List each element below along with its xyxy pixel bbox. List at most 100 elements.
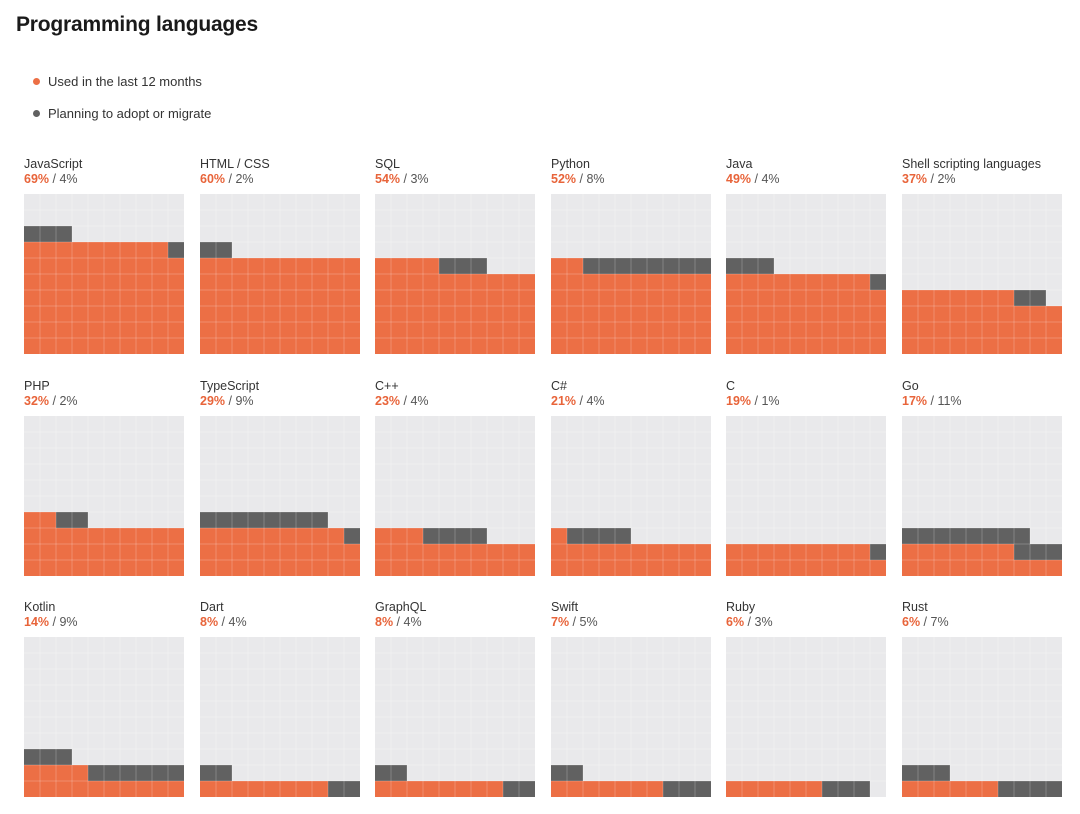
used-cell [902, 560, 918, 576]
waffle-gridlines [551, 416, 711, 576]
used-cell [982, 322, 998, 338]
used-cell [407, 544, 423, 560]
used-cell [663, 306, 679, 322]
chart-card-swift: Swift 7% / 5% [551, 600, 711, 797]
used-cell [56, 560, 72, 576]
used-cell [312, 274, 328, 290]
used-cell [232, 290, 248, 306]
planning-cell [264, 512, 280, 528]
used-cell [104, 544, 120, 560]
waffle-gridlines [726, 416, 886, 576]
used-cell [551, 258, 567, 274]
used-cell [679, 274, 695, 290]
used-value-label: 54% [375, 172, 401, 186]
used-cell [519, 274, 535, 290]
used-cell [950, 560, 966, 576]
used-cell [120, 322, 136, 338]
used-cell [982, 544, 998, 560]
waffle-chart [902, 194, 1062, 354]
used-cell [822, 306, 838, 322]
used-cell [152, 322, 168, 338]
planning-cell [583, 528, 599, 544]
used-cell [56, 242, 72, 258]
used-cell [918, 544, 934, 560]
used-cell [423, 544, 439, 560]
used-cell [280, 781, 296, 797]
planning-cell [918, 765, 934, 781]
used-cell [280, 322, 296, 338]
waffle-gridlines [24, 637, 184, 797]
used-cell [471, 274, 487, 290]
used-cell [455, 781, 471, 797]
used-cell [72, 290, 88, 306]
used-cell [902, 290, 918, 306]
used-cell [216, 274, 232, 290]
used-cell [168, 560, 184, 576]
used-cell [551, 338, 567, 354]
used-cell [88, 560, 104, 576]
used-cell [168, 258, 184, 274]
used-cell [24, 544, 40, 560]
chart-card-c: C++ 23% / 4% [375, 379, 535, 576]
planning-cell [168, 242, 184, 258]
used-cell [455, 274, 471, 290]
used-cell [615, 560, 631, 576]
used-cell [950, 338, 966, 354]
value-labels: 19% / 1% [726, 394, 886, 409]
used-cell [88, 528, 104, 544]
used-cell [1046, 322, 1062, 338]
used-cell [1046, 306, 1062, 322]
used-cell [663, 274, 679, 290]
used-cell [774, 544, 790, 560]
chart-title: GraphQL [375, 600, 427, 614]
planning-value-label: 4% [59, 172, 78, 186]
used-cell [88, 274, 104, 290]
planning-cell [663, 781, 679, 797]
used-cell [934, 290, 950, 306]
used-value-label: 7% [551, 615, 570, 629]
used-value-label: 19% [726, 394, 752, 408]
value-separator: / [927, 172, 938, 186]
used-cell [407, 258, 423, 274]
used-cell [24, 274, 40, 290]
used-cell [232, 258, 248, 274]
used-cell [56, 290, 72, 306]
used-cell [328, 306, 344, 322]
used-cell [758, 290, 774, 306]
used-cell [615, 338, 631, 354]
used-cell [854, 290, 870, 306]
used-value-label: 17% [902, 394, 928, 408]
used-cell [647, 544, 663, 560]
planning-cell [56, 512, 72, 528]
used-cell [487, 560, 503, 576]
waffle-gridlines [200, 637, 360, 797]
used-cell [599, 338, 615, 354]
used-cell [647, 274, 663, 290]
chart-title: TypeScript [200, 379, 260, 393]
planning-cell [1014, 781, 1030, 797]
used-cell [152, 290, 168, 306]
planning-cell [1030, 781, 1046, 797]
planning-cell [56, 749, 72, 765]
value-separator: / [225, 172, 236, 186]
used-cell [200, 274, 216, 290]
planning-cell [1046, 781, 1062, 797]
planning-cell [455, 258, 471, 274]
planning-cell [471, 528, 487, 544]
used-cell [72, 781, 88, 797]
used-cell [344, 338, 360, 354]
used-cell [902, 781, 918, 797]
used-cell [726, 560, 742, 576]
used-cell [487, 322, 503, 338]
used-cell [838, 338, 854, 354]
value-labels: 29% / 9% [200, 394, 360, 409]
used-cell [806, 322, 822, 338]
used-cell [503, 544, 519, 560]
planning-value-label: 2% [235, 172, 254, 186]
used-cell [663, 322, 679, 338]
used-cell [822, 274, 838, 290]
used-cell [264, 274, 280, 290]
used-cell [934, 338, 950, 354]
used-cell [104, 338, 120, 354]
